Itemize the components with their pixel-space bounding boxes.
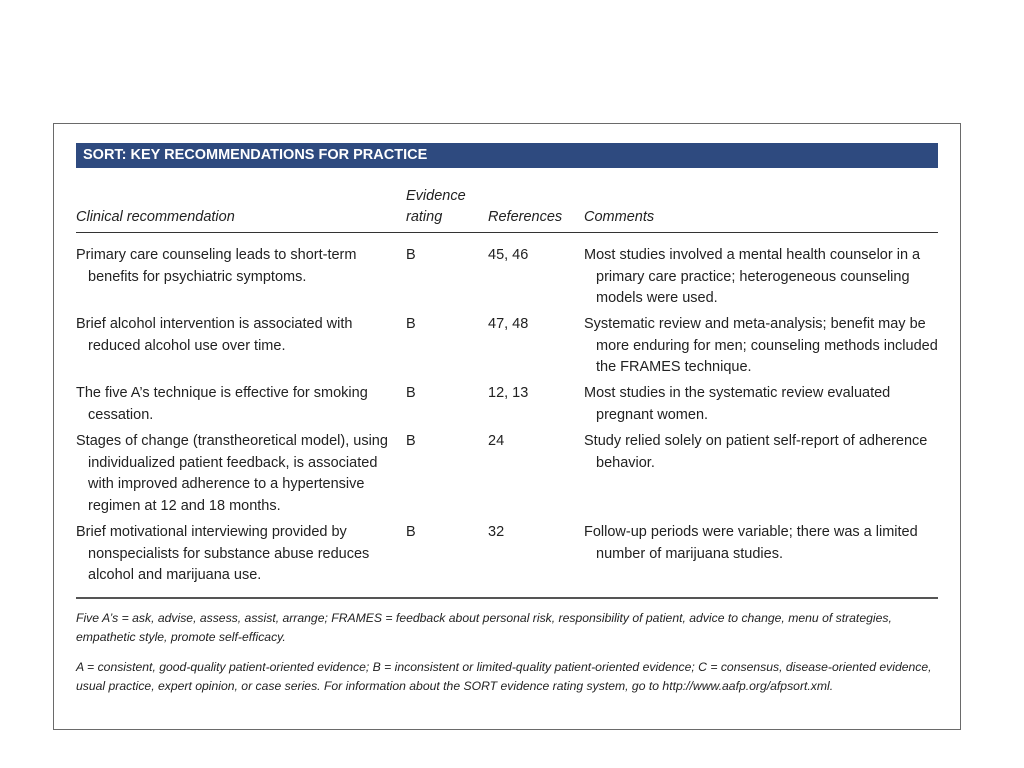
row-4-references: 24 — [488, 433, 505, 449]
row-5-comments: Follow-up periods were variable; there w… — [584, 524, 918, 562]
row-4-recommendation: Stages of change (transtheoretical model… — [76, 433, 388, 514]
row-2-rating: B — [406, 316, 416, 332]
row-4-rating: B — [406, 433, 416, 449]
row-3-recommendation: The five A’s technique is effective for … — [76, 385, 368, 423]
header-references: References — [488, 209, 563, 225]
box-title: SORT: KEY RECOMMENDATIONS FOR PRACTICE — [76, 143, 938, 168]
row-1-recommendation: Primary care counseling leads to short-t… — [76, 247, 357, 285]
header-comments: Comments — [584, 209, 655, 225]
footnote-abbreviations: Five A’s = ask, advise, assess, assist, … — [76, 611, 892, 644]
row-4-comments: Study relied solely on patient self-repo… — [584, 433, 928, 471]
row-3-comments: Most studies in the systematic review ev… — [584, 385, 891, 423]
footnote-sort-ratings: A = consistent, good-quality patient-ori… — [76, 660, 932, 693]
row-3-rating: B — [406, 385, 416, 401]
row-3-references: 12, 13 — [488, 385, 529, 401]
row-2-recommendation: Brief alcohol intervention is associated… — [76, 316, 353, 354]
row-2-references: 47, 48 — [488, 316, 529, 332]
row-2-comments: Systematic review and meta-analysis; ben… — [584, 316, 938, 375]
row-5-recommendation: Brief motivational interviewing provided… — [76, 524, 370, 583]
header-rating-line2: rating — [406, 209, 443, 225]
header-clinical-recommendation: Clinical recommendation — [76, 209, 235, 225]
header-rule — [76, 232, 938, 233]
header-evidence-rating: Evidence rating — [406, 186, 466, 228]
table-bottom-rule — [76, 597, 938, 599]
header-rating-line1: Evidence — [406, 188, 466, 204]
sort-box: SORT: KEY RECOMMENDATIONS FOR PRACTICE E… — [53, 123, 961, 730]
row-5-references: 32 — [488, 524, 505, 540]
row-1-comments: Most studies involved a mental health co… — [584, 247, 921, 306]
row-5-rating: B — [406, 524, 416, 540]
row-1-references: 45, 46 — [488, 247, 529, 263]
row-1-rating: B — [406, 247, 416, 263]
